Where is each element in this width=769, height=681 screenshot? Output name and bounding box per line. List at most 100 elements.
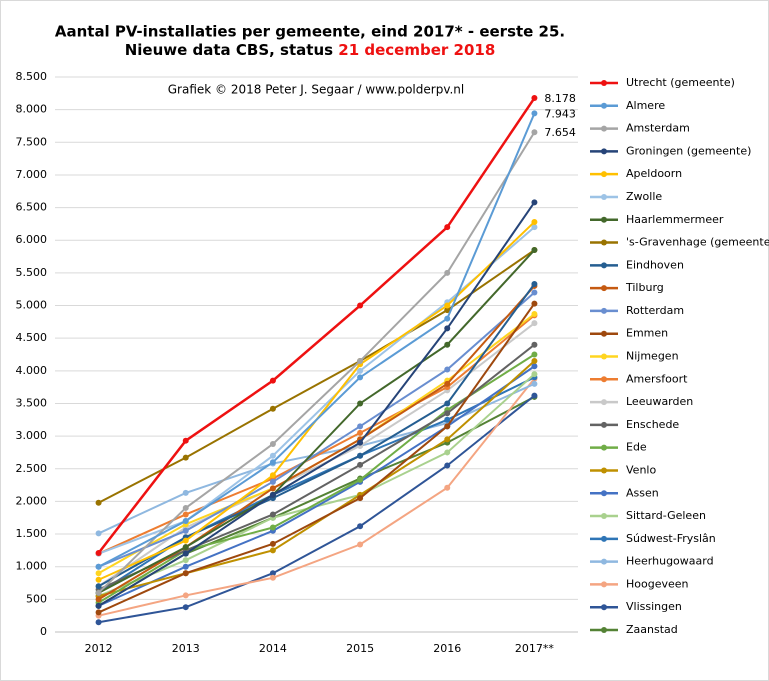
legend-marker	[601, 102, 607, 109]
series-line	[98, 365, 535, 607]
data-point	[95, 549, 102, 556]
legend-marker	[601, 581, 607, 588]
data-point	[531, 341, 538, 348]
series-line	[98, 378, 536, 617]
data-point	[444, 341, 451, 348]
subtitle-highlight: 21 december 2018	[338, 41, 495, 59]
data-point	[182, 527, 189, 534]
data-point	[357, 374, 364, 381]
data-point	[357, 476, 364, 483]
legend-marker	[601, 627, 607, 633]
y-tick-label: 1.000	[16, 560, 48, 573]
series-line	[98, 201, 536, 607]
data-point	[95, 602, 102, 609]
legend-label: Heerhugowaard	[626, 555, 714, 568]
legend-label: Leeuwarden	[626, 395, 693, 408]
legend-marker	[601, 444, 607, 451]
data-point	[444, 366, 451, 373]
series-line	[97, 97, 536, 554]
y-tick-label: 1.500	[16, 527, 48, 540]
legend-label: Apeldoorn	[626, 167, 682, 180]
data-point	[531, 320, 538, 327]
legend-marker	[601, 80, 607, 86]
data-point	[531, 289, 538, 296]
y-tick-label: 6.500	[16, 201, 48, 214]
legend-marker	[601, 148, 607, 155]
legend-label: Vlissingen	[626, 600, 682, 613]
data-point	[182, 557, 189, 564]
data-point	[531, 380, 538, 387]
data-point	[444, 302, 451, 309]
legend-marker	[601, 125, 607, 132]
legend-label: Emmen	[626, 327, 668, 340]
data-point	[357, 461, 364, 468]
x-tick-label: 2016	[433, 642, 461, 655]
y-tick-label: 8.500	[16, 70, 48, 83]
legend-label: Tilburg	[625, 281, 664, 294]
y-tick-label: 5.000	[16, 299, 48, 312]
data-point	[269, 478, 276, 485]
data-point	[444, 484, 451, 491]
y-tick-label: 6.000	[16, 233, 48, 246]
data-point	[444, 423, 451, 430]
legend-marker	[601, 330, 607, 337]
data-point	[444, 436, 451, 443]
data-point	[444, 416, 451, 423]
data-point	[357, 423, 364, 430]
data-point	[444, 315, 451, 322]
x-tick-label: 2017**	[515, 642, 554, 655]
data-point	[269, 485, 276, 492]
data-point	[444, 410, 451, 417]
legend-marker	[601, 399, 607, 406]
data-point	[269, 524, 276, 531]
data-point	[182, 511, 189, 518]
data-point	[357, 302, 364, 309]
legend-marker	[601, 490, 607, 497]
series-line	[98, 226, 536, 555]
data-point	[357, 523, 364, 530]
legend-label: Utrecht (gemeente)	[626, 76, 735, 89]
legend-label: Zwolle	[626, 190, 662, 203]
credit: Grafiek © 2018 Peter J. Segaar / www.pol…	[168, 83, 465, 97]
data-point	[269, 377, 276, 384]
x-tick-label: 2012	[85, 642, 113, 655]
series-line	[97, 131, 536, 594]
data-point	[531, 371, 538, 378]
series-line	[98, 302, 536, 614]
data-point	[357, 429, 364, 436]
data-point	[95, 570, 102, 577]
x-tick-label: 2014	[259, 642, 287, 655]
chart-title: Aantal PV-installaties per gemeente, ein…	[55, 23, 565, 41]
data-point	[95, 589, 102, 596]
series-line	[98, 394, 536, 624]
legend-label: 's-Gravenhage (gemeente)	[626, 236, 769, 249]
data-point	[444, 449, 451, 456]
data-point	[182, 570, 189, 577]
series-line	[98, 249, 536, 594]
legend-label: Amersfoort	[626, 372, 688, 385]
legend-label: Rotterdam	[626, 304, 684, 317]
data-label: 8.178	[544, 92, 576, 105]
legend-marker	[601, 262, 607, 269]
data-point	[531, 218, 538, 225]
series-line	[98, 249, 535, 504]
data-point	[182, 563, 189, 570]
data-point	[444, 380, 451, 387]
data-point	[269, 472, 276, 479]
legend-marker	[601, 193, 607, 200]
data-point	[531, 351, 538, 358]
legend-marker	[601, 421, 607, 428]
data-point	[531, 199, 538, 206]
x-tick-label: 2015	[346, 642, 374, 655]
data-point	[269, 405, 276, 412]
legend-marker	[601, 513, 607, 520]
y-tick-label: 4.500	[16, 331, 48, 344]
data-point	[531, 311, 538, 318]
legend-marker	[601, 239, 607, 246]
legend-marker	[601, 216, 607, 223]
data-point	[444, 400, 451, 407]
legend-label: Groningen (gemeente)	[626, 144, 751, 157]
y-tick-label: 500	[26, 592, 47, 605]
data-point	[444, 325, 451, 332]
data-point	[444, 462, 451, 469]
